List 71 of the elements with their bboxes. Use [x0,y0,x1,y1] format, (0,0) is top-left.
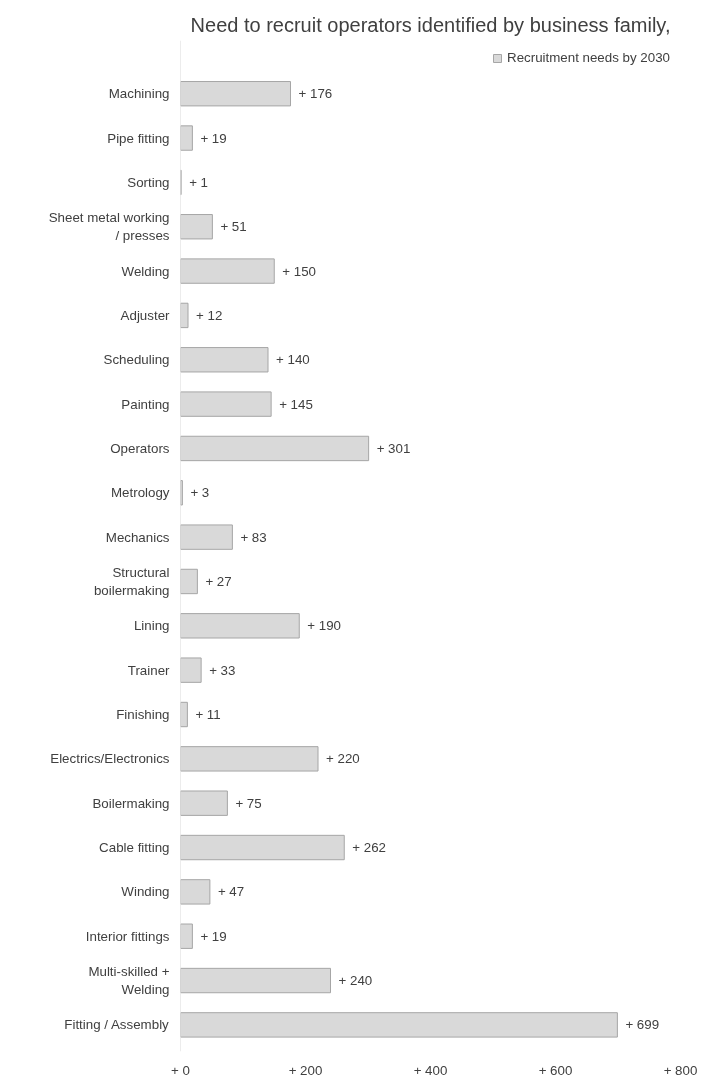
y-tick-label: Scheduling [103,352,170,368]
x-tick-label: + 600 [538,1062,573,1078]
bar [180,1012,618,1038]
data-label: + 83 [240,529,267,545]
data-label: + 19 [200,928,227,944]
y-tick-label: Metrology [110,485,170,501]
y-tick-label: Boilermaking [92,795,170,811]
y-tick-label: Sorting [127,174,170,190]
chart-title: Need to recruit operators identified by business family, [190,13,671,36]
y-tick-label: Finishing [116,707,170,722]
bar [180,967,331,994]
y-tick-label: Welding [121,263,170,279]
data-label: + 301 [376,440,411,456]
y-tick-label: Multi-skilled + Welding [88,964,170,998]
y-tick-label: Operators [110,440,170,456]
data-label: + 240 [338,973,373,989]
bar [180,701,188,728]
data-label: + 19 [200,130,227,146]
bar [180,391,272,417]
data-label: + 190 [307,618,341,634]
x-tick-label: + 200 [288,1062,323,1078]
bar [180,923,193,949]
data-label: + 47 [217,884,245,900]
data-label: + 262 [352,840,386,856]
x-tick-label: + 0 [171,1062,190,1078]
y-tick-label: Cable fitting [99,840,170,856]
data-label: + 150 [282,263,316,279]
bar [180,524,233,550]
data-label: + 75 [235,795,262,811]
y-tick-label: Mechanics [105,529,170,545]
bar [180,657,202,683]
bar [180,302,189,329]
y-tick-label: Pipe fitting [107,130,170,146]
data-label: + 220 [326,751,360,767]
data-label: + 12 [196,307,223,323]
data-label: + 11 [195,707,221,722]
bar [180,258,275,284]
y-tick-label: Electrics/Electronics [50,751,170,767]
bar [180,125,193,151]
y-tick-label: Adjuster [120,307,171,323]
y-tick-label: Sheet metal working / presses [48,210,170,244]
data-label: + 27 [205,573,232,589]
y-tick-label: Winding [121,884,170,900]
x-tick-label: + 400 [413,1062,448,1078]
bar [180,746,319,772]
legend-label: Recruitment needs by 2030 [507,50,670,65]
data-label: + 140 [276,352,310,368]
bar [180,834,345,861]
data-label: + 3 [190,485,210,501]
data-label: + 33 [209,662,236,678]
data-label: + 1 [189,174,209,190]
y-tick-label: Machining [108,86,170,102]
data-label: + 145 [279,396,313,412]
bar [180,435,370,462]
bar [180,613,300,639]
y-tick-label: Trainer [127,662,171,678]
x-tick-label: + 800 [663,1062,698,1078]
y-tick-label: Lining [133,618,170,634]
y-tick-label: Fitting / Assembly [64,1017,170,1033]
bar [180,568,198,595]
y-tick-label: Painting [121,396,170,412]
data-label: + 699 [625,1017,660,1033]
y-tick-label: Structural boilermaking [93,564,170,598]
bar [180,790,228,816]
bar [180,879,211,905]
bar [180,81,291,107]
bar [180,347,269,373]
y-tick-label: Interior fittings [85,928,170,944]
data-label: + 176 [298,86,333,102]
bar [180,214,213,240]
data-label: + 51 [220,219,247,235]
